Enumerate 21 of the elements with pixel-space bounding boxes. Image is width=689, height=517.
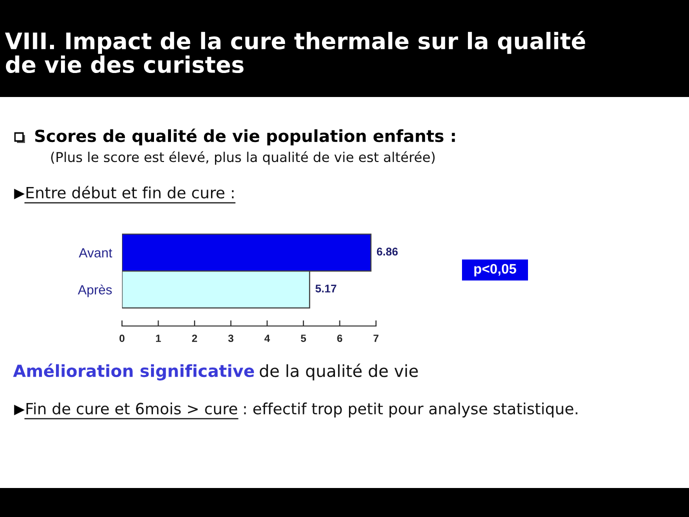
x-tick-label: 7: [374, 334, 378, 342]
text: de la qualité de vie: [260, 364, 418, 380]
data-label: 5.17: [315, 284, 336, 292]
x-tick-label: 4: [264, 334, 270, 342]
x-tick-label: 0: [120, 334, 124, 342]
chart-subtitle: Scores de qualité de vie population enfants :: [35, 128, 455, 146]
x-tick-label: 1: [156, 334, 161, 342]
x-tick-label: 5: [300, 334, 306, 342]
text: Fin de cure et 6mois > cure: [26, 402, 238, 414]
text: Amélioration significative: [13, 364, 254, 380]
x-tick-label: 2: [192, 334, 198, 342]
text: p<0,05: [474, 264, 516, 276]
y-tick-label: Avant: [78, 248, 112, 258]
data-label: 6.86: [376, 248, 398, 256]
text: : effectif trop petit pour analyse statistique.: [244, 402, 578, 418]
x-tick-label: 3: [228, 334, 234, 342]
y-tick-label: Après: [78, 284, 112, 298]
text: Entre début et fin de cure :: [26, 186, 234, 199]
text: (Plus le score est élevé, plus la qualité de vie est altérée): [51, 151, 435, 165]
x-tick-label: 6: [337, 334, 342, 342]
chart-title: VIII. Impact de la cure thermale sur la qualité de vie des curistes: [4, 31, 586, 74]
